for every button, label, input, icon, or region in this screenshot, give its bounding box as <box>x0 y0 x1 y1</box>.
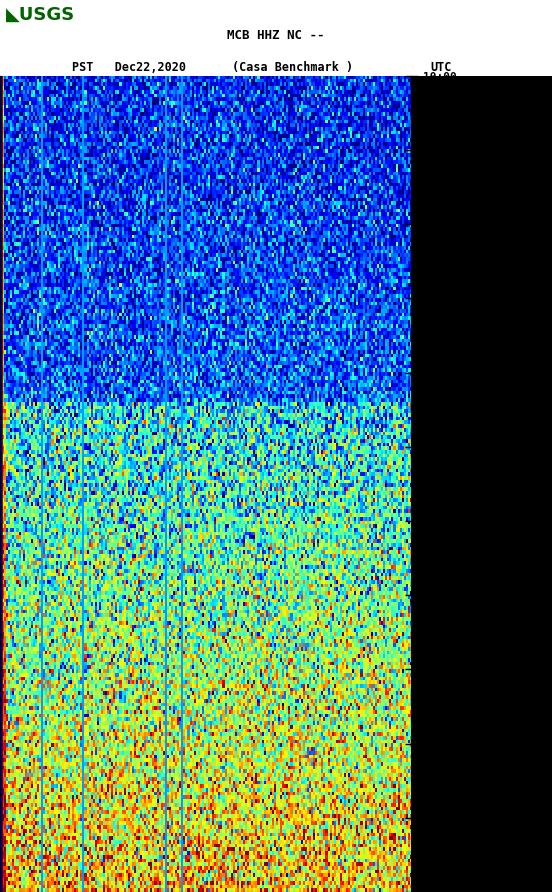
Text: PST   Dec22,2020: PST Dec22,2020 <box>72 61 186 74</box>
Text: UTC: UTC <box>431 61 452 74</box>
Text: ◣USGS: ◣USGS <box>6 6 75 24</box>
Text: (Casa Benchmark ): (Casa Benchmark ) <box>232 61 353 74</box>
Text: MCB HHZ NC --: MCB HHZ NC -- <box>227 29 325 42</box>
